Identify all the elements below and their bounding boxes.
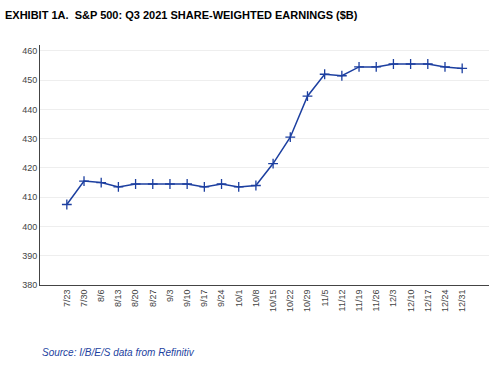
svg-text:10/1: 10/1 [234,290,244,308]
svg-text:430: 430 [22,134,37,144]
svg-text:420: 420 [22,163,37,173]
svg-text:9/10: 9/10 [182,290,192,308]
svg-text:Source: I/B/E/S data from Refi: Source: I/B/E/S data from Refinitiv [42,347,195,358]
svg-text:10/22: 10/22 [285,290,295,313]
svg-text:EXHIBIT 1A. S&P 500: Q3 2021: EXHIBIT 1A. S&P 500: Q3 2021 SHARE-WEIGH… [5,9,358,21]
svg-text:7/23: 7/23 [62,290,72,308]
svg-text:380: 380 [22,280,37,290]
svg-text:9/17: 9/17 [199,290,209,308]
svg-text:10/15: 10/15 [268,290,278,313]
svg-text:410: 410 [22,192,37,202]
svg-text:390: 390 [22,251,37,261]
svg-text:12/3: 12/3 [388,290,398,308]
svg-text:7/30: 7/30 [79,290,89,308]
svg-text:11/5: 11/5 [320,290,330,307]
svg-text:11/26: 11/26 [371,290,381,312]
svg-text:400: 400 [22,222,37,232]
svg-text:8/13: 8/13 [113,290,123,308]
svg-text:8/6: 8/6 [96,290,106,303]
svg-text:11/12: 11/12 [337,290,347,312]
svg-text:460: 460 [22,46,37,56]
svg-text:9/24: 9/24 [216,290,226,308]
svg-text:10/8: 10/8 [251,290,261,308]
svg-text:12/31: 12/31 [457,290,467,313]
svg-text:12/10: 12/10 [406,290,416,313]
svg-text:11/19: 11/19 [354,290,364,312]
svg-text:9/3: 9/3 [165,290,175,303]
svg-text:12/17: 12/17 [423,290,433,313]
svg-text:12/24: 12/24 [440,290,450,313]
svg-text:440: 440 [22,105,37,115]
svg-text:8/20: 8/20 [131,290,141,308]
svg-text:8/27: 8/27 [148,290,158,308]
svg-text:10/29: 10/29 [302,290,312,313]
svg-text:450: 450 [22,75,37,85]
